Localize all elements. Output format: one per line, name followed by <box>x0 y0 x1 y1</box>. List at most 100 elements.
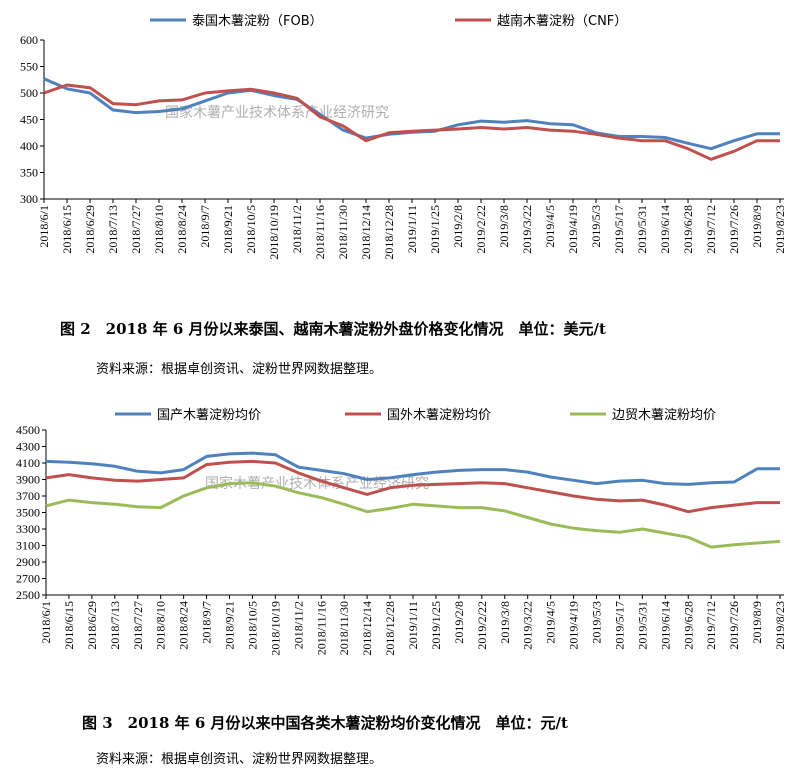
c1-x-tick-label: 2018/9/7 <box>198 205 212 248</box>
c2-legend-label-2: 国外木薯淀粉均价 <box>387 408 491 423</box>
c1-x-tick-label: 2018/10/19 <box>267 205 281 260</box>
c1-x-tick-label: 2019/1/11 <box>405 205 419 253</box>
c2-y-tick-label: 4100 <box>16 456 40 470</box>
c2-x-tick-label: 2019/2/22 <box>475 601 489 650</box>
c2-x-tick-label: 2018/6/15 <box>62 601 76 650</box>
c1-x-tick-label: 2018/12/28 <box>382 205 396 260</box>
c1-x-tick-label: 2018/8/10 <box>152 205 166 254</box>
c2-x-tick-label: 2018/9/7 <box>200 601 214 644</box>
c1-x-tick-label: 2018/6/29 <box>83 205 97 254</box>
c2-y-tick-label: 4300 <box>16 440 40 454</box>
c1-x-tick-label: 2019/7/26 <box>727 205 741 254</box>
c2-x-tick-label: 2019/5/31 <box>635 601 649 650</box>
c2-x-tick-label: 2019/6/28 <box>681 601 695 650</box>
c2-x-tick-label: 2018/10/5 <box>245 601 259 650</box>
c1-y-tick-label: 500 <box>20 86 38 100</box>
c1-x-tick-label: 2019/1/25 <box>428 205 442 254</box>
c1-x-tick-label: 2018/10/5 <box>244 205 258 254</box>
c1-x-tick-label: 2019/5/17 <box>612 205 626 254</box>
c1-x-tick-label: 2018/11/2 <box>290 205 304 253</box>
c1-x-tick-label: 2018/7/27 <box>129 205 143 254</box>
c1-x-tick-label: 2018/11/30 <box>336 205 350 259</box>
c1-x-tick-label: 2019/5/3 <box>589 205 603 248</box>
c2-x-tick-label: 2019/4/5 <box>544 601 558 644</box>
c1-watermark: 国家木薯产业技术体系产业经济研究 <box>165 104 389 121</box>
c1-x-tick-label: 2018/9/21 <box>221 205 235 254</box>
c1-y-tick-label: 300 <box>20 192 38 206</box>
c2-x-tick-label: 2018/6/1 <box>39 601 53 644</box>
c2-x-tick-label: 2018/8/10 <box>154 601 168 650</box>
c2-x-tick-label: 2018/9/21 <box>223 601 237 650</box>
c1-y-tick-label: 350 <box>20 166 38 180</box>
c2-x-tick-label: 2019/5/17 <box>612 601 626 650</box>
c2-x-tick-label: 2018/7/13 <box>108 601 122 650</box>
c1-x-tick-label: 2018/7/13 <box>106 205 120 254</box>
c1-x-tick-label: 2018/12/14 <box>359 205 373 260</box>
c2-x-tick-label: 2018/12/14 <box>360 601 374 656</box>
c2-series-line-1 <box>45 451 780 486</box>
figure-3-caption: 图 3 2018 年 6 月份以来中国各类木薯淀粉均价变化情况 单位：元/t <box>82 714 568 732</box>
c2-x-tick-label: 2018/6/29 <box>85 601 99 650</box>
c2-x-tick-label: 2019/8/23 <box>773 601 787 650</box>
c2-x-tick-label: 2019/3/8 <box>498 601 512 644</box>
c1-x-tick-label: 2018/6/1 <box>37 205 51 248</box>
c2-y-tick-label: 3900 <box>16 473 40 487</box>
c2-y-tick-label: 2700 <box>16 572 40 586</box>
c2-x-tick-label: 2019/7/26 <box>727 601 741 650</box>
c2-x-tick-label: 2019/7/12 <box>704 601 718 650</box>
c2-legend-label-1: 国产木薯淀粉均价 <box>157 408 261 423</box>
c2-legend-label-3: 边贸木薯淀粉均价 <box>612 408 716 423</box>
c1-y-tick-label: 550 <box>20 60 38 74</box>
figure-2-caption: 图 2 2018 年 6 月份以来泰国、越南木薯淀粉外盘价格变化情况 单位：美元… <box>60 320 606 338</box>
c2-x-tick-label: 2018/11/16 <box>314 601 328 655</box>
c2-series-line-3 <box>45 481 781 549</box>
c1-x-tick-label: 2019/5/31 <box>635 205 649 254</box>
c2-y-tick-label: 3500 <box>16 506 40 520</box>
chart-thai-vietnam-prices: 300 350 400 450 500 550 600 2018/6/1 2018/6/15 20… <box>20 13 787 260</box>
c2-x-tick-label: 2019/8/9 <box>750 601 764 644</box>
c1-x-tick-label: 2019/8/23 <box>773 205 787 254</box>
c2-y-tick-label: 3300 <box>16 522 40 536</box>
c2-x-tick-label: 2018/7/27 <box>131 601 145 650</box>
c1-x-tick-label: 2019/4/5 <box>543 205 557 248</box>
c1-y-tick-label: 400 <box>20 139 38 153</box>
c1-x-tick-label: 2018/11/16 <box>313 205 327 259</box>
c2-x-tick-label: 2018/12/28 <box>383 601 397 656</box>
c1-x-tick-label: 2018/6/15 <box>60 205 74 254</box>
c1-x-tick-label: 2019/2/8 <box>451 205 465 248</box>
c2-x-tick-label: 2018/11/30 <box>337 601 351 655</box>
c2-y-tick-label: 3700 <box>16 489 40 503</box>
c2-y-tick-label: 2900 <box>16 555 40 569</box>
c1-x-tick-label: 2019/2/22 <box>474 205 488 254</box>
c1-series-line-2 <box>43 83 780 161</box>
c2-series-line-2 <box>45 459 780 514</box>
c1-x-tick-label: 2019/3/22 <box>520 205 534 254</box>
c2-x-tick-label: 2019/4/19 <box>567 601 581 650</box>
c2-x-tick-label: 2019/6/14 <box>658 601 672 650</box>
c1-y-tick-label: 600 <box>20 33 38 47</box>
c1-x-tick-label: 2019/7/12 <box>704 205 718 254</box>
c1-x-tick-label: 2019/8/9 <box>750 205 764 248</box>
c2-x-tick-label: 2019/3/22 <box>521 601 535 650</box>
figure-2-source: 资料来源：根据卓创资讯、淀粉世界网数据整理。 <box>96 362 383 377</box>
c1-x-tick-label: 2019/3/8 <box>497 205 511 248</box>
c2-x-tick-label: 2019/5/3 <box>590 601 604 644</box>
c2-x-tick-label: 2019/2/8 <box>452 601 466 644</box>
c1-legend-label-2: 越南木薯淀粉（CNF） <box>497 13 627 29</box>
c2-x-tick-label: 2018/10/19 <box>268 601 282 656</box>
c2-x-tick-label: 2019/1/25 <box>429 601 443 650</box>
c2-y-tick-label: 3100 <box>16 539 40 553</box>
chart-china-prices: 2500 2700 2900 3100 3300 3500 3700 3900 4100 4300… <box>16 408 787 656</box>
c1-legend-label-1: 泰国木薯淀粉（FOB） <box>192 14 323 29</box>
figure-3-source: 资料来源：根据卓创资讯、淀粉世界网数据整理。 <box>96 752 383 767</box>
c2-x-tick-label: 2018/8/24 <box>177 601 191 650</box>
c1-y-tick-label: 450 <box>20 113 38 127</box>
c2-y-tick-label: 2500 <box>16 588 40 602</box>
c2-x-tick-label: 2019/1/11 <box>406 601 420 649</box>
c1-x-tick-label: 2018/8/24 <box>175 205 189 254</box>
c2-y-tick-label: 4500 <box>16 423 40 437</box>
c2-x-tick-label: 2018/11/2 <box>291 601 305 649</box>
c1-x-tick-label: 2019/6/28 <box>681 205 695 254</box>
c1-x-tick-label: 2019/4/19 <box>566 205 580 254</box>
c1-x-tick-label: 2019/6/14 <box>658 205 672 254</box>
